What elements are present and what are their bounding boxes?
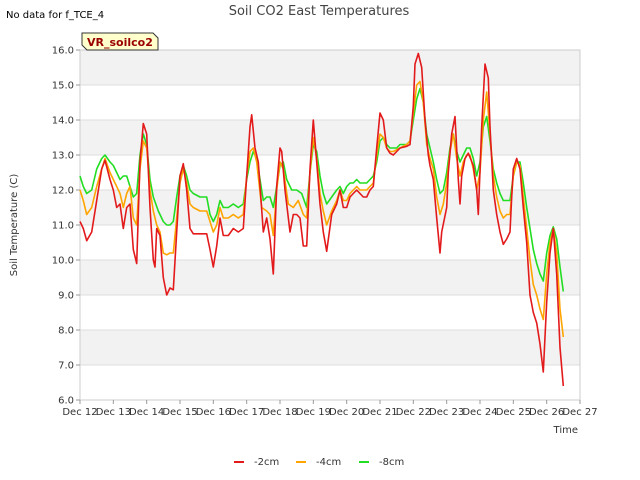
x-tick-label: Dec 27 [562,407,597,418]
x-tick-label: Dec 17 [229,407,264,418]
x-tick-label: Dec 12 [62,407,97,418]
legend-label: -2cm [254,457,279,468]
x-tick-label: Dec 13 [96,407,131,418]
y-tick-label: 13.0 [52,151,74,162]
background-band [80,330,580,365]
series-line-8cm [79,87,565,292]
no-data-note: No data for f_TCE_4 [6,10,104,21]
y-tick-label: 6.0 [58,396,74,407]
x-tick-label: Dec 20 [329,407,364,418]
x-tick-label: Dec 25 [496,407,531,418]
legend: -2cm -4cm -8cm [234,457,404,468]
x-tick-label: Dec 15 [162,407,197,418]
y-tick-label: 14.0 [52,116,74,127]
x-tick-label: Dec 26 [529,407,564,418]
y-tick-label: 12.0 [52,186,74,197]
x-tick-label: Dec 18 [262,407,297,418]
x-tick-label: Dec 14 [129,407,164,418]
x-tick-label: Dec 22 [396,407,431,418]
plot-background-bands [80,50,580,400]
legend-label: -4cm [316,457,341,468]
background-band [80,50,580,85]
y-axis-ticks: 6.0 7.0 8.0 9.0 10.0 11.0 12.0 13.0 14.0 15.0 16.0 [52,46,80,407]
station-label-background [81,32,159,51]
background-band [80,155,580,190]
legend-label: -8cm [379,457,404,468]
series-line-2cm [79,52,565,387]
y-tick-label: 15.0 [52,81,74,92]
background-band [80,365,580,400]
x-tick-label: Dec 24 [462,407,497,418]
station-label: VR_soilco2 [87,36,153,49]
station-label-box: VR_soilco2 [81,32,159,51]
background-band [80,85,580,120]
background-band [80,295,580,330]
x-tick-label: Dec 21 [362,407,397,418]
background-band [80,120,580,155]
y-axis-title: Soil Temperature (C) [9,174,20,277]
y-tick-label: 10.0 [52,256,74,267]
y-tick-label: 11.0 [52,221,74,232]
x-tick-label: Dec 16 [196,407,231,418]
series-lines [79,52,565,387]
x-tick-label: Dec 23 [429,407,464,418]
y-tick-label: 7.0 [58,361,74,372]
chart-title: Soil CO2 East Temperatures [229,4,410,19]
y-tick-label: 16.0 [52,46,74,57]
y-tick-label: 9.0 [58,291,74,302]
x-axis-title: Time [553,425,578,436]
x-tick-label: Dec 19 [296,407,331,418]
series-line-4cm [79,80,565,338]
y-tick-label: 8.0 [58,326,74,337]
